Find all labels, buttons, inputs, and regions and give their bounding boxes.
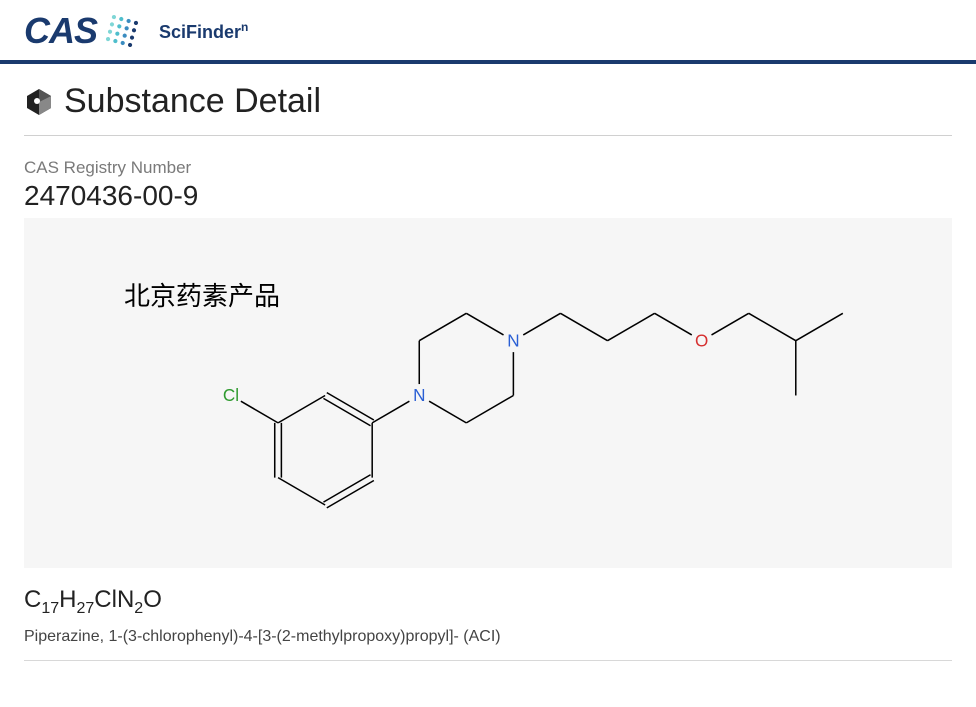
svg-text:Cl: Cl xyxy=(223,386,239,405)
svg-text:N: N xyxy=(507,331,519,350)
content-area: Substance Detail CAS Registry Number 247… xyxy=(0,64,976,679)
molecule-structure: Cl N N O xyxy=(24,218,952,568)
app-header: CAS SciFindern xyxy=(0,0,976,64)
chemical-name: Piperazine, 1-(3-chlorophenyl)-4-[3-(2-m… xyxy=(24,628,952,646)
page-title-row: Substance Detail xyxy=(24,82,952,136)
svg-text:O: O xyxy=(695,331,708,350)
cas-logo-text: CAS xyxy=(24,10,97,52)
substance-hex-icon xyxy=(24,87,54,117)
page-title: Substance Detail xyxy=(64,82,321,121)
separator xyxy=(24,660,952,661)
svg-text:N: N xyxy=(413,386,425,405)
cas-dots-icon xyxy=(103,12,141,50)
product-name: SciFindern xyxy=(159,20,248,43)
structure-panel: 北京药素产品 ClNNO xyxy=(24,218,952,568)
registry-number: 2470436-00-9 xyxy=(24,180,952,212)
registry-label: CAS Registry Number xyxy=(24,158,952,178)
molecular-formula: C17H27ClN2O xyxy=(24,586,952,618)
